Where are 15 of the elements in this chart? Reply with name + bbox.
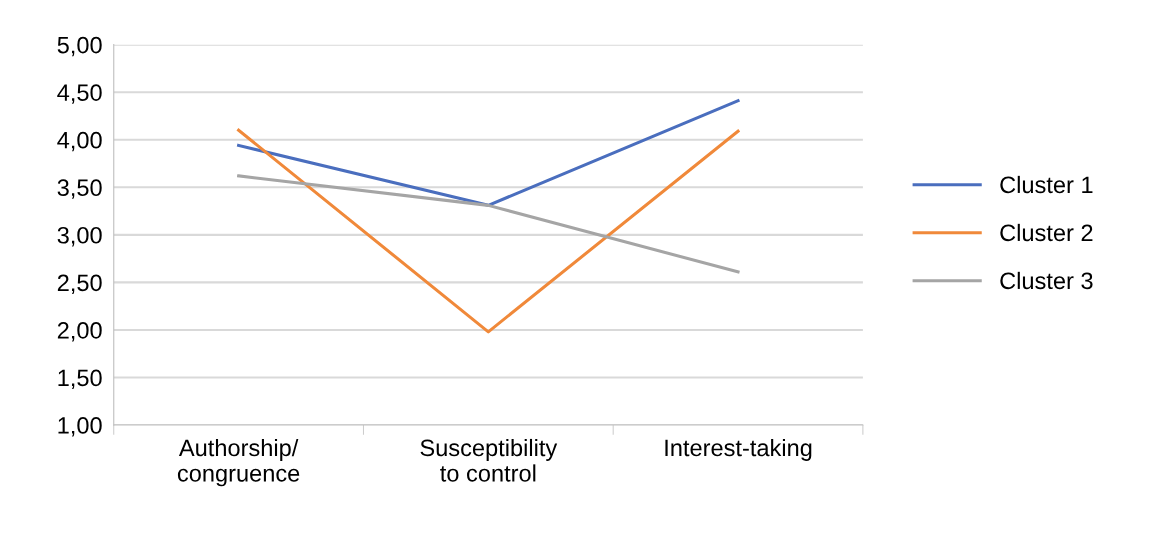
y-tick-label: 1,00 <box>58 417 102 437</box>
y-tick-label: 5,00 <box>57 36 102 57</box>
legend-label: Cluster 1 <box>1000 175 1093 194</box>
x-tick-label: Authorship/ congruence <box>177 438 300 487</box>
y-tick-label: 3,50 <box>57 179 102 199</box>
y-tick-label: 3,00 <box>57 226 102 247</box>
legend-label: Cluster 3 <box>1000 271 1093 290</box>
x-tick-label: Interest-taking <box>665 438 812 461</box>
y-tick-label: 4,00 <box>57 131 102 152</box>
y-tick-label: 2,00 <box>57 322 102 342</box>
y-tick-label: 2,50 <box>57 274 102 294</box>
legend-label: Cluster 2 <box>1000 223 1093 242</box>
x-tick-label: Susceptibility to control <box>420 438 558 482</box>
y-tick-label: 4,50 <box>57 84 102 104</box>
y-tick-label: 1,50 <box>58 369 102 390</box>
